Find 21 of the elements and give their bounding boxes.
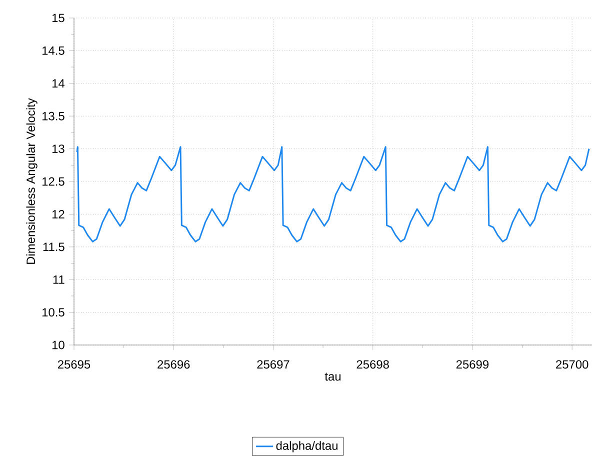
y-tick-label: 14 [52, 79, 65, 88]
y-tick-label: 13.5 [42, 112, 64, 120]
x-axis-title: tau [324, 372, 341, 381]
y-tick-label: 15 [52, 14, 64, 22]
y-axis-title: Dimensionless Angular Velocity [26, 98, 38, 264]
y-tick-label: 14.5 [42, 46, 64, 55]
x-tick-label: 25697 [257, 360, 290, 369]
x-tick-label: 25700 [556, 360, 588, 369]
x-tick-label: 25699 [456, 360, 488, 369]
y-tick-label: 10 [52, 340, 64, 350]
line-series [76, 146, 590, 242]
legend-label: dalpha/dtau [276, 441, 338, 452]
y-tick-label: 12.5 [42, 177, 64, 186]
y-tick-label: 11.5 [43, 242, 64, 252]
x-tick-label: 25695 [58, 360, 90, 369]
y-tick-label: 12 [52, 210, 64, 218]
x-tick-label: 25698 [356, 360, 389, 369]
x-tick-label: 25696 [158, 360, 190, 369]
y-tick-label: 10.5 [42, 308, 64, 317]
y-tick-label: 13 [52, 144, 64, 154]
y-tick-label: 11 [53, 275, 64, 284]
